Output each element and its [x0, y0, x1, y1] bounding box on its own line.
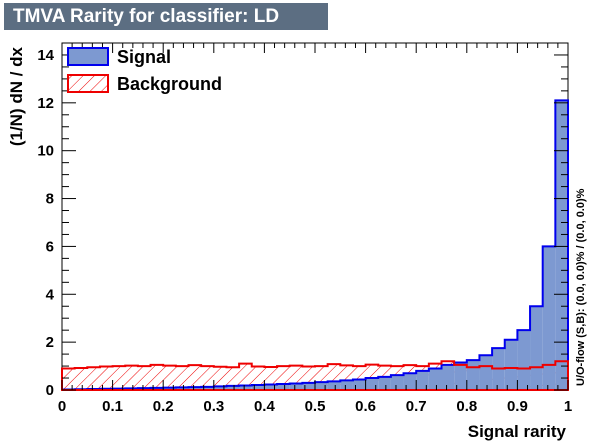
legend-swatch-signal — [67, 47, 109, 66]
signal-bin — [188, 387, 202, 390]
signal-bin — [416, 370, 429, 390]
background-bin — [213, 366, 227, 390]
axes — [61, 360, 569, 391]
signal-bin — [542, 246, 556, 390]
signal-bin — [289, 383, 303, 390]
x-tick-label: 0.5 — [305, 398, 326, 415]
background-bin — [62, 368, 75, 390]
y-tick-label: 10 — [37, 143, 54, 160]
x-tick-label: 0.8 — [456, 398, 477, 415]
background-bin — [226, 367, 240, 390]
y-tick-label: 0 — [46, 382, 54, 399]
x-tick-label: 0.9 — [507, 398, 528, 415]
y-tick-label: 12 — [37, 95, 54, 112]
background-bin — [99, 366, 113, 390]
background-bin — [201, 366, 214, 390]
background-bin — [188, 365, 202, 390]
chart-title: TMVA Rarity for classifier: LD — [4, 3, 328, 30]
x-tick-label: 0.3 — [203, 398, 224, 415]
signal-bin — [530, 306, 543, 390]
signal-bin — [201, 386, 214, 390]
x-tick-label: 0.7 — [406, 398, 427, 415]
background-bin — [163, 365, 176, 390]
x-tick-label: 0.1 — [102, 398, 123, 415]
background-bin — [112, 366, 126, 390]
signal-bin — [378, 376, 391, 390]
signal-bin — [390, 375, 404, 390]
signal-bin — [150, 387, 164, 390]
signal-bin — [277, 384, 290, 390]
y-tick-label: 8 — [46, 191, 54, 208]
plot-frame — [61, 42, 569, 391]
signal-bin — [352, 379, 366, 390]
signal-bin — [226, 385, 240, 390]
signal-bin — [555, 100, 568, 391]
signal-bin — [441, 364, 455, 390]
y-tick-label: 2 — [46, 334, 54, 351]
signal-bin — [251, 384, 265, 390]
signal-bin — [504, 339, 518, 390]
background-bin — [87, 367, 100, 390]
x-tick-label: 1 — [564, 398, 572, 415]
signal-bin — [239, 385, 252, 390]
y-tick-label: 6 — [46, 238, 54, 255]
signal-bin — [428, 368, 442, 390]
x-axis-label: Signal rarity — [468, 422, 567, 441]
signal-bin — [403, 373, 417, 390]
signal-bin — [365, 378, 379, 390]
signal-bin — [264, 384, 278, 390]
background-bin — [137, 366, 151, 390]
signal-bin — [479, 355, 493, 390]
legend-label-signal: Signal — [117, 47, 171, 67]
y-tick-label: 4 — [46, 286, 55, 303]
background-bin — [150, 364, 164, 390]
background-outline — [61, 360, 569, 391]
signal-bin — [315, 382, 328, 390]
y-axis-label: (1/N) dN / dx — [7, 46, 26, 146]
signal-bin — [454, 362, 467, 390]
y-tick-label: 14 — [37, 47, 54, 64]
signal-bin — [466, 360, 480, 390]
legend-label-background: Background — [117, 74, 222, 94]
x-tick-label: 0 — [58, 398, 66, 415]
x-tick-label: 0.2 — [153, 398, 174, 415]
signal-bin — [163, 387, 176, 390]
legend: Signal Background — [67, 47, 222, 94]
signal-bin — [175, 387, 189, 390]
signal-bin — [340, 380, 353, 390]
background-bin — [74, 367, 88, 390]
background-bin — [239, 363, 252, 390]
overflow-note: U/O-flow (S,B): (0.0, 0.0)% / (0.0, 0.0)… — [575, 188, 587, 386]
x-tick-label: 0.6 — [355, 398, 376, 415]
background-bin — [175, 366, 189, 390]
x-tick-label: 0.4 — [254, 398, 276, 415]
legend-swatch-background — [67, 74, 109, 93]
signal-bin — [327, 381, 341, 390]
signal-bin — [213, 386, 227, 390]
signal-bin — [302, 382, 315, 390]
signal-bin — [517, 330, 531, 390]
background-bin — [125, 365, 138, 390]
